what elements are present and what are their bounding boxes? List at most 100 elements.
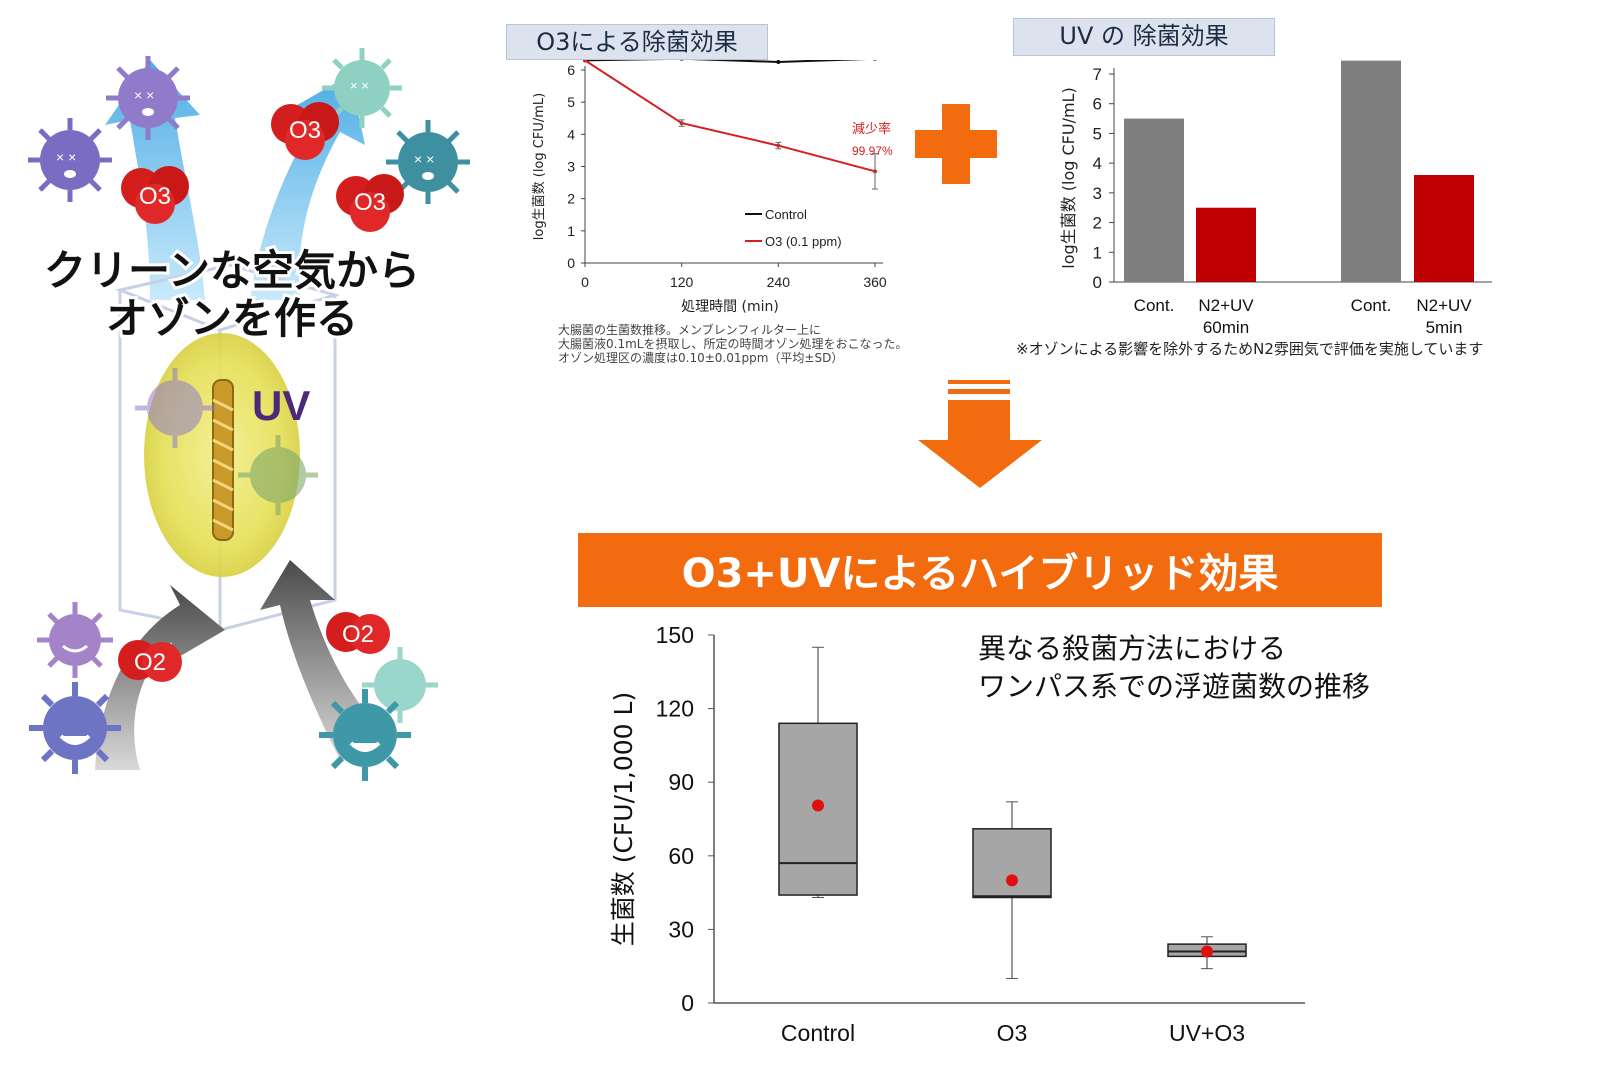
y-tick-label: 5 bbox=[1093, 124, 1102, 143]
virus-icon bbox=[135, 368, 215, 448]
box bbox=[972, 828, 1052, 899]
y-tick-label: 2 bbox=[567, 191, 575, 207]
data-point bbox=[583, 60, 587, 63]
o3-caption-line: 大腸菌液0.1mLを摂取し、所定の時間オゾン処理をおこなった。 bbox=[558, 337, 908, 351]
hybrid-box-chart: 0 30 60 90 120 150 生菌数 (CFU/1,000 L) Control O3 U… bbox=[609, 622, 1305, 1046]
series-line bbox=[584, 60, 868, 63]
x-tick-label: 240 bbox=[767, 274, 791, 290]
y-tick-label: 6 bbox=[567, 62, 575, 78]
o3-panel-title: O3による除菌効果 bbox=[506, 24, 768, 60]
y-tick-label: 60 bbox=[668, 843, 694, 869]
series-line bbox=[584, 60, 876, 173]
plus-icon bbox=[915, 104, 997, 184]
y-tick-label: 2 bbox=[1093, 214, 1102, 233]
x-tick-label: Cont. bbox=[1134, 296, 1175, 315]
x-tick-label: 5min bbox=[1426, 318, 1463, 337]
boxplot-note-line1: 異なる殺菌方法における bbox=[978, 632, 1287, 665]
svg-text:× ×: × × bbox=[414, 151, 434, 167]
virus-icon bbox=[238, 435, 318, 515]
y-tick-label: 3 bbox=[567, 159, 575, 175]
uv-label: UV bbox=[252, 382, 310, 429]
y-axis-label: log生菌数 (log CFU/mL) bbox=[1059, 87, 1078, 268]
uv-bar-chart: 0 1 2 3 4 5 6 7 log生菌数 (log CFU/mL) Cont. N2+UV 60m… bbox=[1059, 60, 1492, 337]
x-tick-label: 60min bbox=[1203, 318, 1249, 337]
y-tick-label: 150 bbox=[656, 622, 694, 648]
x-axis-label: 処理時間 (min) bbox=[681, 299, 779, 315]
svg-text:× ×: × × bbox=[56, 149, 76, 165]
x-tick-label: 120 bbox=[670, 274, 694, 290]
x-tick-label: 360 bbox=[863, 274, 887, 290]
uv-lamp-icon bbox=[212, 379, 234, 541]
headline-line2: オゾンを作る bbox=[106, 294, 358, 343]
annotation-value: 99.97% bbox=[852, 144, 893, 158]
x-tick-label: Control bbox=[781, 1020, 855, 1046]
o3-molecule-icon: O3 bbox=[271, 102, 339, 160]
down-arrow-icon bbox=[918, 380, 1042, 488]
y-tick-label: 90 bbox=[668, 769, 694, 795]
svg-text:O2: O2 bbox=[342, 621, 374, 648]
virus-icon: × × bbox=[106, 56, 190, 140]
bar bbox=[1124, 118, 1184, 282]
o3-caption-line: 大腸菌の生菌数推移。メンブレンフィルター上に bbox=[558, 323, 822, 337]
uv-note: ※オゾンによる影響を除外するためN2雰囲気で評価を実施しています bbox=[1016, 340, 1484, 358]
svg-text:× ×: × × bbox=[134, 87, 154, 103]
y-tick-label: 1 bbox=[567, 223, 575, 239]
y-axis-label: log生菌数 (log CFU/mL) bbox=[532, 93, 547, 240]
x-tick-label: UV+O3 bbox=[1169, 1020, 1245, 1046]
o2-molecule-icon: O2 bbox=[118, 640, 182, 682]
svg-text:× ×: × × bbox=[350, 78, 369, 93]
x-tick-label: N2+UV bbox=[1416, 296, 1472, 315]
y-tick-label: 0 bbox=[1093, 273, 1102, 292]
mean-marker bbox=[1201, 945, 1213, 958]
x-tick-label: O3 bbox=[997, 1020, 1028, 1046]
y-tick-label: 1 bbox=[1093, 243, 1102, 262]
y-tick-label: 5 bbox=[567, 94, 575, 110]
mean-marker bbox=[812, 799, 824, 812]
virus-icon: × × bbox=[322, 48, 402, 128]
y-tick-label: 4 bbox=[1093, 154, 1102, 173]
virus-icon bbox=[319, 689, 411, 781]
bar bbox=[1196, 207, 1256, 282]
y-tick-label: 3 bbox=[1093, 184, 1102, 203]
annotation-label: 減少率 bbox=[852, 121, 891, 137]
o3-molecule-icon: O3 bbox=[121, 166, 189, 224]
virus-icon: × × bbox=[28, 118, 112, 202]
o2-molecule-icon: O2 bbox=[326, 612, 390, 654]
o3-caption-line: オゾン処理区の濃度は0.10±0.01ppm（平均±SD） bbox=[558, 351, 844, 365]
y-tick-label: 30 bbox=[668, 916, 694, 942]
data-point bbox=[873, 60, 877, 61]
y-tick-label: 6 bbox=[1093, 95, 1102, 114]
x-tick-label: Cont. bbox=[1351, 296, 1392, 315]
gray-arrow-left bbox=[95, 585, 225, 770]
y-tick-label: 120 bbox=[656, 696, 694, 722]
virus-icon bbox=[29, 682, 121, 774]
y-tick-label: 7 bbox=[1093, 65, 1102, 84]
svg-text:O2: O2 bbox=[134, 649, 166, 676]
legend-label: O3 (0.1 ppm) bbox=[765, 234, 842, 249]
data-point bbox=[776, 60, 781, 64]
svg-text:O3: O3 bbox=[289, 117, 321, 144]
ozone-illustration: UV × × × × × × × × O3 bbox=[28, 48, 470, 781]
x-tick-label: N2+UV bbox=[1198, 296, 1254, 315]
svg-text:O3: O3 bbox=[354, 189, 386, 216]
mean-marker bbox=[1006, 874, 1018, 887]
legend-label: Control bbox=[765, 207, 807, 222]
headline-line1: クリーンな空気から bbox=[44, 246, 420, 295]
data-point bbox=[680, 60, 684, 61]
hybrid-banner: O3+UVによるハイブリッド効果 bbox=[578, 533, 1382, 607]
virus-icon bbox=[362, 647, 438, 723]
bar bbox=[1341, 60, 1401, 282]
y-tick-label: 4 bbox=[567, 126, 575, 142]
virus-icon bbox=[37, 602, 113, 678]
virus-icon: × × bbox=[386, 120, 470, 204]
svg-text:O3: O3 bbox=[139, 183, 171, 210]
boxplot-note: 異なる殺菌方法における ワンパス系での浮遊菌数の推移 bbox=[978, 630, 1370, 706]
bar bbox=[1414, 175, 1474, 282]
boxplot-note-line2: ワンパス系での浮遊菌数の推移 bbox=[978, 670, 1371, 703]
o3-molecule-icon: O3 bbox=[336, 174, 404, 232]
y-tick-label: 0 bbox=[681, 990, 694, 1016]
uv-panel-title: UV の 除菌効果 bbox=[1013, 18, 1275, 56]
y-tick-label: 0 bbox=[567, 255, 575, 271]
o3-caption: 大腸菌の生菌数推移。メンブレンフィルター上に 大腸菌液0.1mLを摂取し、所定の… bbox=[558, 323, 978, 365]
hybrid-banner-text: O3+UVによるハイブリッド効果 bbox=[681, 551, 1279, 597]
